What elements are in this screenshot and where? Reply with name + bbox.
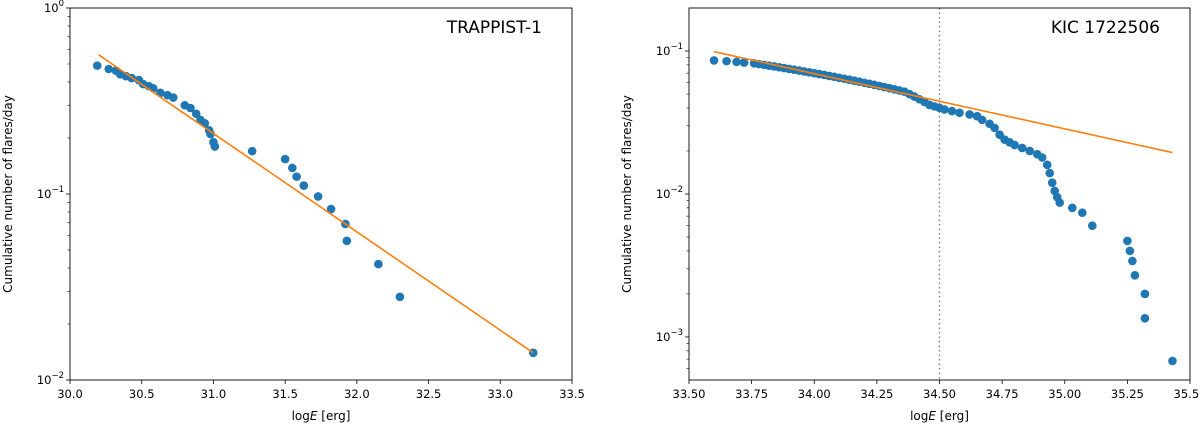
- fit-line: [98, 54, 534, 354]
- y-tick-label: 10−3: [656, 328, 683, 344]
- x-axis-label: logE [erg]: [910, 409, 969, 423]
- x-tick-label: 30.5: [129, 387, 155, 401]
- data-point: [739, 58, 749, 67]
- data-point: [940, 105, 949, 114]
- data-point: [288, 163, 297, 173]
- fit-line: [713, 50, 1173, 154]
- panel-trappist-1: 30.0 30.5 31.0 31.5 32.0 32.5 33.0 33.5 10−2 10−1…: [1, 0, 585, 423]
- x-tick-label: 34.75: [986, 387, 1019, 401]
- data-point: [292, 172, 301, 181]
- data-point: [168, 93, 178, 102]
- x-tick-label: 31.5: [272, 387, 298, 401]
- panel-title: KIC 1722506: [1051, 18, 1160, 38]
- data-point: [342, 236, 352, 246]
- data-point: [1140, 314, 1150, 323]
- data-point: [280, 154, 290, 164]
- x-tick-label: 34.50: [923, 387, 956, 401]
- axes-frame: [69, 7, 573, 381]
- data-point: [1045, 168, 1055, 178]
- y-tick-label: 10−2: [656, 185, 683, 201]
- panel-title: TRAPPIST-1: [446, 18, 542, 38]
- x-tick-label: 34.00: [798, 387, 831, 401]
- plot-area: [92, 54, 538, 358]
- x-tick-label: 33.5: [559, 387, 585, 401]
- x-tick-label: 32.0: [344, 387, 370, 401]
- data-point: [990, 123, 999, 133]
- data-point: [1168, 356, 1177, 366]
- data-point: [1125, 246, 1135, 256]
- x-axis-label: logE [erg]: [292, 409, 351, 423]
- data-point: [732, 57, 741, 67]
- data-point: [1123, 236, 1132, 246]
- data-point: [1128, 256, 1137, 266]
- panel-kic-1722506: 33.50 33.75 34.00 34.25 34.50 34.75 35.00 35.25…: [620, 7, 1200, 423]
- y-tick-label: 10−1: [37, 185, 64, 201]
- data-point: [1017, 143, 1027, 153]
- data-point: [1140, 289, 1150, 299]
- y-axis-label: Cumulative number of flares/day: [1, 95, 15, 293]
- data-point: [1088, 221, 1097, 231]
- x-tick-label: 30.0: [57, 387, 83, 401]
- data-point: [186, 103, 195, 113]
- data-point: [104, 64, 114, 74]
- data-point: [374, 259, 383, 269]
- data-point: [1130, 270, 1140, 280]
- y-axis-label: Cumulative number of flares/day: [620, 95, 634, 293]
- x-tick-label: 32.5: [416, 387, 442, 401]
- data-point: [1010, 140, 1019, 150]
- axes-frame: [688, 7, 1191, 381]
- x-tick-label: 33.75: [735, 387, 768, 401]
- data-point: [313, 192, 323, 201]
- data-point: [92, 61, 102, 70]
- x-tick-label: 31.0: [201, 387, 227, 401]
- x-tick-label: 35.50: [1174, 387, 1200, 401]
- plot-area: [709, 8, 1177, 380]
- data-point: [326, 204, 336, 214]
- data-point: [955, 108, 964, 118]
- data-point: [947, 106, 957, 116]
- x-tick-label: 35.25: [1111, 387, 1144, 401]
- y-tick-label: 10−2: [37, 371, 64, 387]
- x-tick-label: 33.0: [487, 387, 513, 401]
- data-point: [709, 56, 719, 65]
- y-tick-label: 10−1: [656, 42, 683, 58]
- data-point: [1042, 160, 1052, 170]
- data-point: [210, 142, 220, 151]
- data-point: [1077, 208, 1087, 217]
- data-point: [206, 129, 215, 139]
- data-point: [1067, 203, 1077, 213]
- data-point: [977, 115, 987, 125]
- data-point: [191, 109, 201, 119]
- data-point: [722, 56, 731, 66]
- x-tick-label: 34.25: [860, 387, 893, 401]
- data-point: [1055, 198, 1065, 207]
- data-point: [965, 110, 974, 119]
- data-point: [1025, 146, 1034, 156]
- data-point: [395, 292, 405, 302]
- data-point: [247, 146, 257, 156]
- data-point: [1037, 153, 1047, 162]
- data-point: [299, 181, 309, 190]
- x-tick-label: 33.50: [673, 387, 706, 401]
- y-tick-label: 100: [44, 0, 64, 15]
- data-point: [1047, 178, 1057, 187]
- x-tick-label: 35.00: [1048, 387, 1081, 401]
